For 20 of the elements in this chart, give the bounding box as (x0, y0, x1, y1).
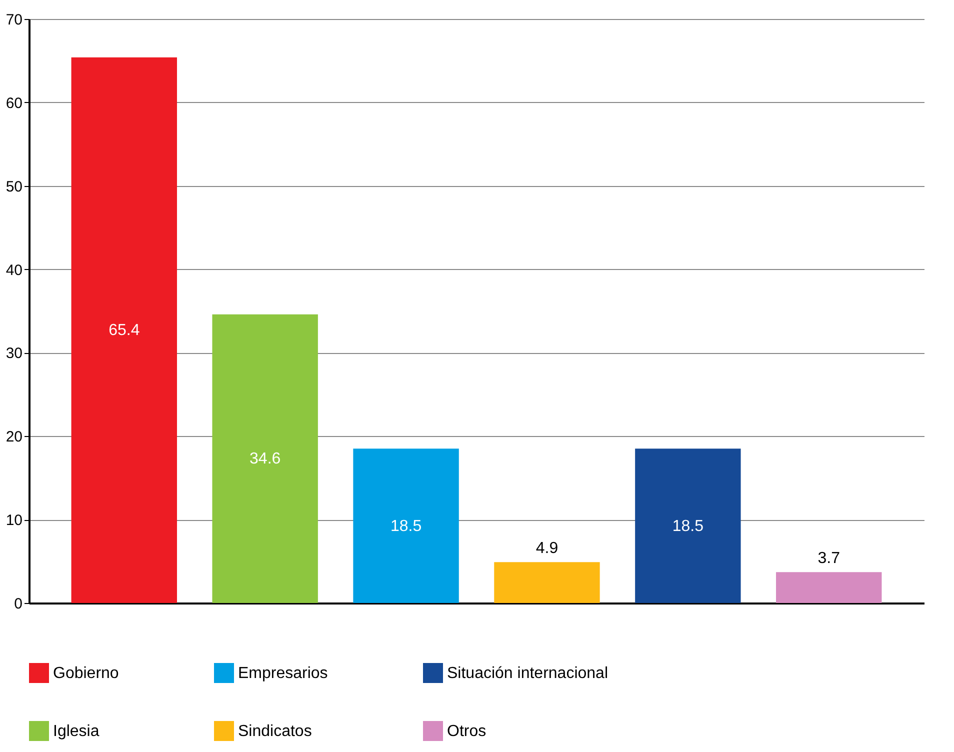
data-label: 4.9 (536, 540, 558, 558)
y-tick-label: 70 (6, 12, 22, 28)
y-tick-label: 50 (6, 178, 22, 196)
y-tick-label: 60 (6, 94, 22, 112)
legend-label: Iglesia (53, 723, 100, 740)
data-label: 18.5 (672, 518, 704, 535)
data-label: 65.4 (108, 322, 140, 340)
data-label: 18.5 (390, 518, 422, 535)
y-tick-label: 0 (14, 596, 22, 612)
legend-label: Situación internacional (447, 665, 608, 682)
legend-label: Sindicatos (238, 723, 312, 740)
y-tick-label: 30 (6, 345, 22, 362)
legend-label: Gobierno (53, 665, 119, 682)
legend-label: Empresarios (238, 665, 328, 682)
legend-label: Otros (447, 723, 486, 740)
data-label: 3.7 (818, 550, 840, 568)
y-tick-label: 10 (6, 512, 22, 530)
data-label: 34.6 (250, 450, 281, 468)
y-tick-label: 40 (6, 262, 22, 279)
y-tick-label: 20 (6, 428, 22, 446)
